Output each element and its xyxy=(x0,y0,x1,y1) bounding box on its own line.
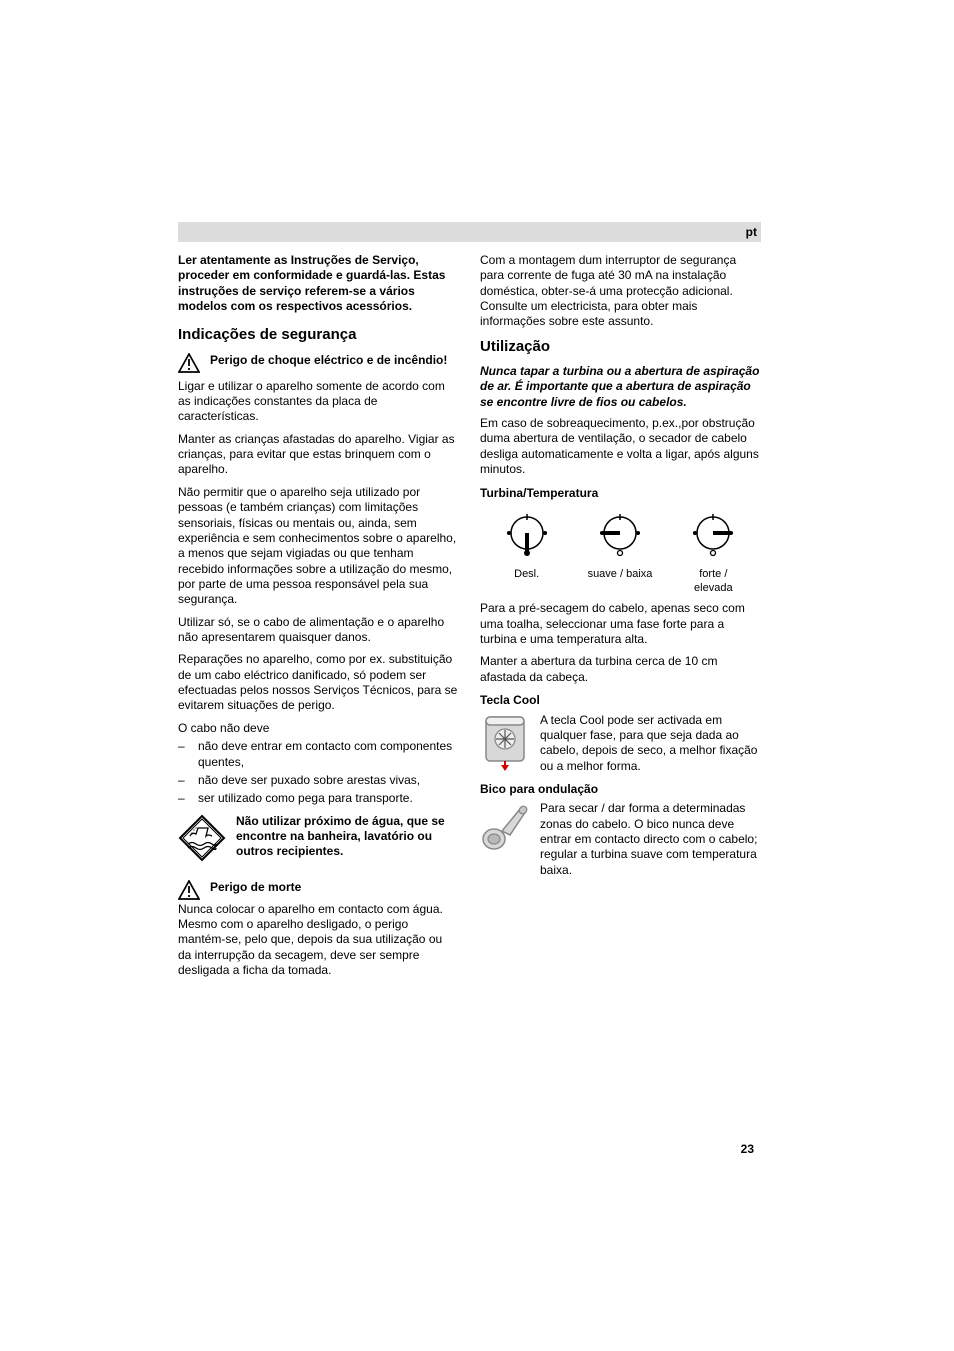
header-band xyxy=(178,222,761,242)
shock-warning-text: Perigo de choque eléctrico e de incêndio… xyxy=(210,353,458,368)
list-item: –ser utilizado como pega para transporte… xyxy=(178,791,458,806)
death-warning-text: Perigo de morte xyxy=(210,880,458,895)
li-text: ser utilizado como pega para transporte. xyxy=(198,791,458,806)
nozzle-text: Para secar / dar forma a determinadas zo… xyxy=(540,801,760,878)
paragraph: Ligar e utilizar o aparelho somente de a… xyxy=(178,379,458,425)
left-column: Ler atentamente as Instruções de Serviço… xyxy=(178,253,458,985)
water-warning-text: Não utilizar próximo de água, que se enc… xyxy=(236,814,458,860)
water-warning-row: Não utilizar próximo de água, que se enc… xyxy=(178,814,458,862)
page-number: 23 xyxy=(741,1142,754,1156)
usage-heading: Utilização xyxy=(480,337,760,356)
no-water-icon xyxy=(178,814,226,862)
warning-triangle-icon xyxy=(178,880,200,900)
cool-text: A tecla Cool pode ser activada em qualqu… xyxy=(540,713,760,774)
li-text: não deve entrar em contacto com componen… xyxy=(198,739,458,770)
dial-icon xyxy=(499,509,555,559)
dial-high: forte / elevada xyxy=(668,509,758,596)
cable-list: –não deve entrar em contacto com compone… xyxy=(178,739,458,806)
list-item: –não deve ser puxado sobre arestas vivas… xyxy=(178,773,458,788)
paragraph: Com a montagem dum interruptor de segura… xyxy=(480,253,760,330)
dial-label: suave / baixa xyxy=(575,567,665,581)
intro-paragraph: Ler atentamente as Instruções de Serviço… xyxy=(178,253,458,314)
dash: – xyxy=(178,791,190,806)
dial-icon xyxy=(685,509,741,559)
cool-button-icon xyxy=(480,713,530,773)
paragraph: Em caso de sobreaquecimento, p.ex.,por o… xyxy=(480,416,760,477)
safety-heading: Indicações de segurança xyxy=(178,325,458,344)
page-content: Ler atentamente as Instruções de Serviço… xyxy=(178,253,761,985)
paragraph: Manter as crianças afastadas do aparelho… xyxy=(178,432,458,478)
warning-triangle-icon xyxy=(178,353,200,373)
dial-row: Desl. suave / baixa xyxy=(480,509,760,596)
dial-label: forte / xyxy=(668,567,758,581)
dash: – xyxy=(178,773,190,788)
paragraph: Nunca colocar o aparelho em contacto com… xyxy=(178,902,458,979)
paragraph: Reparações no aparelho, como por ex. sub… xyxy=(178,652,458,713)
cool-heading: Tecla Cool xyxy=(480,693,760,708)
dial-label: elevada xyxy=(668,581,758,595)
paragraph: Para a pré-secagem do cabelo, apenas sec… xyxy=(480,601,760,647)
turbine-heading: Turbina/Temperatura xyxy=(480,486,760,501)
nozzle-icon xyxy=(480,801,530,853)
cool-row: A tecla Cool pode ser activada em qualqu… xyxy=(480,713,760,774)
emphasized-paragraph: Nunca tapar a turbina ou a abertura de a… xyxy=(480,364,760,410)
dial-icon xyxy=(592,509,648,559)
paragraph: Não permitir que o aparelho seja utiliza… xyxy=(178,485,458,608)
nozzle-heading: Bico para ondulação xyxy=(480,782,760,797)
death-warning-row: Perigo de morte xyxy=(178,880,458,900)
li-text: não deve ser puxado sobre arestas vivas, xyxy=(198,773,458,788)
dial-label: Desl. xyxy=(482,567,572,581)
nozzle-row: Para secar / dar forma a determinadas zo… xyxy=(480,801,760,878)
dial-low: suave / baixa xyxy=(575,509,665,596)
right-column: Com a montagem dum interruptor de segura… xyxy=(480,253,760,985)
dash: – xyxy=(178,739,190,770)
paragraph: Manter a abertura da turbina cerca de 10… xyxy=(480,654,760,685)
list-item: –não deve entrar em contacto com compone… xyxy=(178,739,458,770)
paragraph: O cabo não deve xyxy=(178,721,458,736)
paragraph: Utilizar só, se o cabo de alimentação e … xyxy=(178,615,458,646)
shock-warning-row: Perigo de choque eléctrico e de incêndio… xyxy=(178,353,458,373)
dial-off: Desl. xyxy=(482,509,572,596)
language-code: pt xyxy=(746,225,757,239)
